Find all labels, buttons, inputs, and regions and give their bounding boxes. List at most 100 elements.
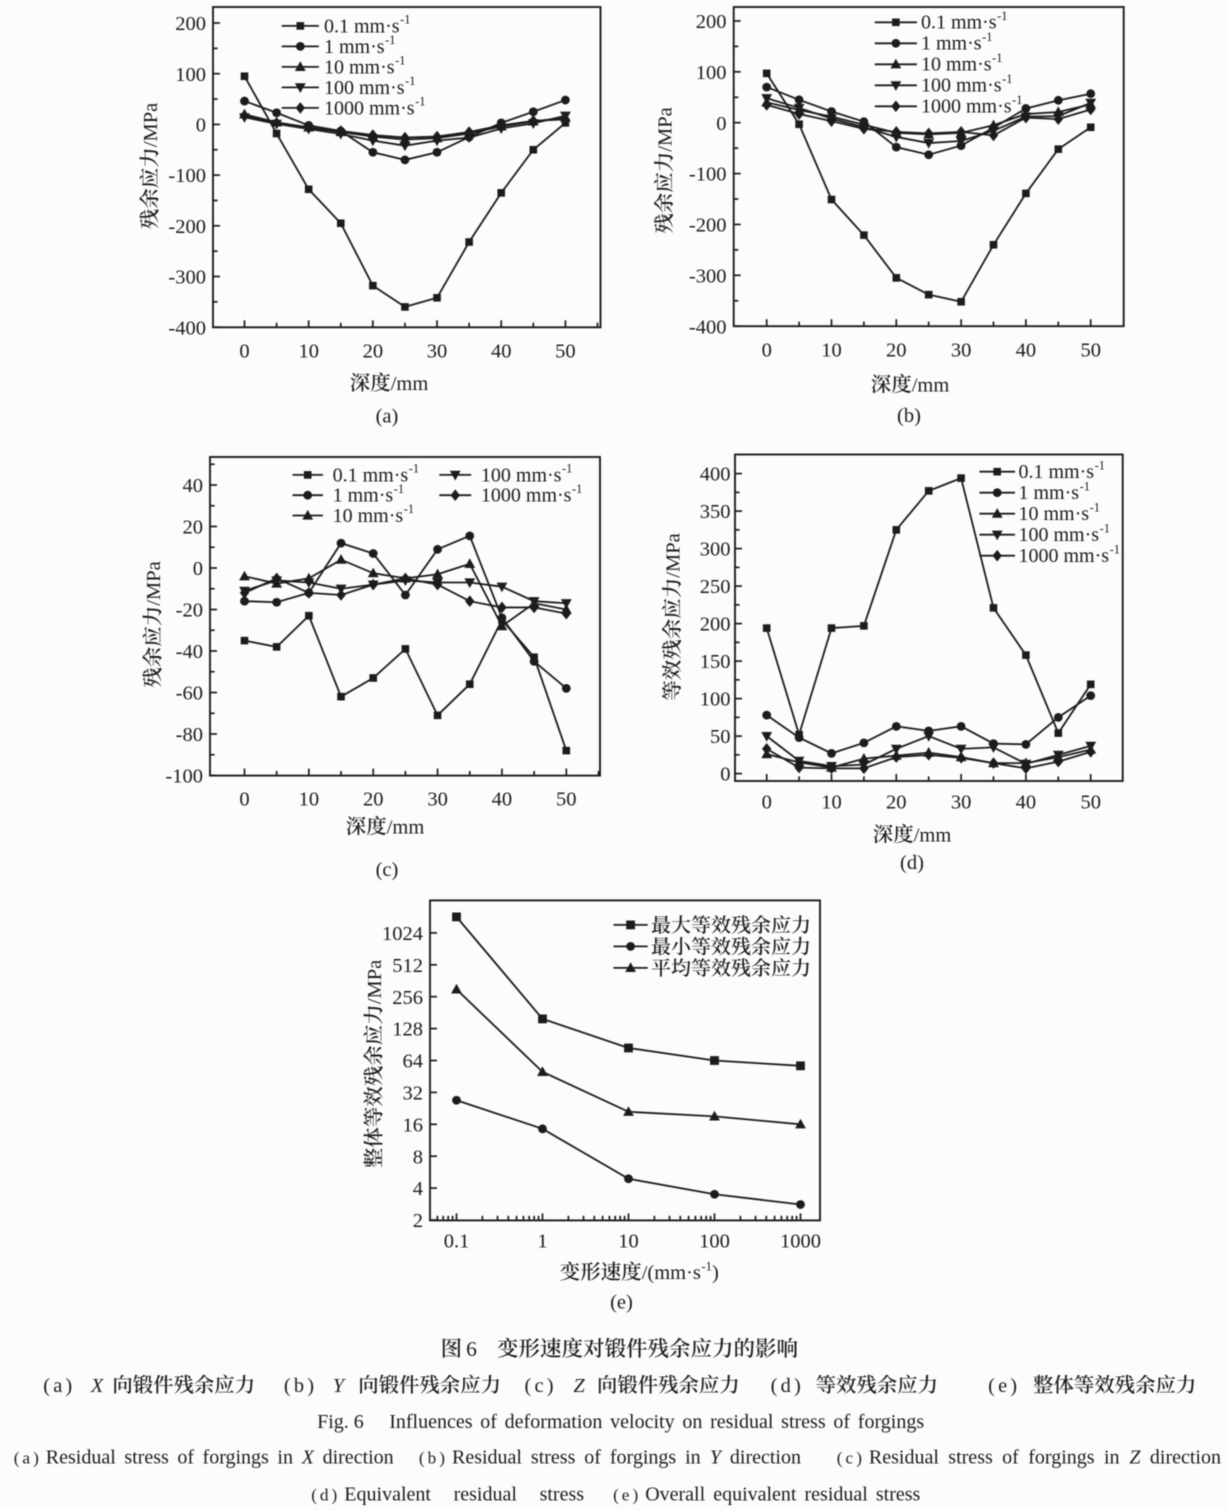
svg-text:/MPa: /MPa — [654, 107, 676, 151]
svg-text:/(mm·s: /(mm·s — [642, 1262, 701, 1284]
svg-text:/MPa: /MPa — [662, 533, 684, 577]
svg-text:direction: direction — [1150, 1446, 1221, 1468]
svg-text:d: d — [320, 1485, 329, 1504]
svg-text:16: 16 — [403, 1114, 424, 1136]
svg-text:6: 6 — [466, 1337, 477, 1361]
svg-text:10: 10 — [821, 792, 842, 814]
svg-text:-1: -1 — [982, 30, 992, 44]
svg-text:-1: -1 — [385, 33, 395, 47]
svg-text:/mm: /mm — [914, 824, 952, 846]
svg-text:Residual stress of forgings in: Residual stress of forgings in — [452, 1446, 701, 1468]
svg-text:e: e — [998, 1375, 1007, 1397]
svg-text:(: ( — [284, 1375, 291, 1397]
svg-text:(c): (c) — [376, 859, 399, 881]
svg-text:0: 0 — [762, 340, 772, 362]
svg-text:350: 350 — [700, 501, 731, 523]
svg-text:-80: -80 — [176, 724, 203, 746]
svg-text:-1: -1 — [1095, 458, 1105, 472]
svg-text:/MPa: /MPa — [143, 561, 165, 605]
svg-text:): ) — [856, 1448, 862, 1467]
svg-text:Residual stress of forgings in: Residual stress of forgings in — [869, 1446, 1120, 1468]
svg-text:-100: -100 — [165, 766, 203, 788]
svg-text:-40: -40 — [176, 641, 203, 663]
svg-text:100: 100 — [175, 64, 206, 86]
svg-text:20: 20 — [886, 340, 907, 362]
svg-text:4: 4 — [413, 1178, 423, 1200]
svg-text:-1: -1 — [1080, 479, 1090, 493]
svg-text:1 mm·s: 1 mm·s — [324, 36, 385, 58]
svg-text:Equivalent residual stress: Equivalent residual stress — [344, 1483, 584, 1505]
svg-text:Y: Y — [333, 1375, 347, 1397]
svg-text:Y: Y — [710, 1446, 723, 1468]
svg-text:(a): (a) — [376, 406, 399, 428]
svg-text:direction: direction — [323, 1446, 394, 1468]
svg-text:): ) — [65, 1375, 72, 1397]
svg-text:): ) — [712, 1262, 719, 1284]
svg-text:(: ( — [43, 1375, 50, 1397]
svg-text:100 mm·s: 100 mm·s — [481, 464, 562, 486]
svg-text:(: ( — [988, 1375, 995, 1397]
svg-text:e: e — [622, 1485, 630, 1504]
svg-text:(b): (b) — [897, 405, 921, 427]
svg-text:(: ( — [419, 1448, 425, 1467]
svg-text:-1: -1 — [415, 95, 425, 109]
svg-text:-400: -400 — [689, 316, 727, 338]
svg-text:-300: -300 — [168, 267, 206, 289]
svg-text:-1: -1 — [1110, 542, 1120, 556]
svg-text:0: 0 — [239, 789, 249, 811]
svg-text:c: c — [535, 1375, 544, 1397]
svg-text:100 mm·s: 100 mm·s — [921, 75, 1002, 97]
svg-text:): ) — [547, 1375, 554, 1397]
svg-text:128: 128 — [392, 1019, 423, 1041]
svg-text:/MPa: /MPa — [140, 103, 162, 147]
svg-text:10 mm·s: 10 mm·s — [921, 54, 992, 76]
svg-text:0.1: 0.1 — [444, 1231, 470, 1253]
svg-text:1 mm·s: 1 mm·s — [333, 485, 394, 507]
svg-text:(: ( — [525, 1375, 532, 1397]
svg-text:a: a — [53, 1375, 62, 1397]
svg-text:40: 40 — [1016, 340, 1037, 362]
svg-text:(e): (e) — [610, 1292, 633, 1314]
svg-text:20: 20 — [363, 341, 384, 363]
svg-text:-1: -1 — [1090, 500, 1100, 514]
svg-text:50: 50 — [556, 789, 577, 811]
svg-text:d: d — [781, 1375, 791, 1397]
svg-text:20: 20 — [886, 792, 907, 814]
svg-text:200: 200 — [700, 614, 731, 636]
svg-text:Fig. 6: Fig. 6 — [317, 1411, 364, 1433]
svg-text:b: b — [428, 1448, 437, 1467]
svg-text:40: 40 — [491, 341, 512, 363]
svg-text:-1: -1 — [395, 54, 405, 68]
svg-text:100 mm·s: 100 mm·s — [324, 77, 405, 99]
svg-text:(: ( — [14, 1448, 20, 1467]
svg-text:/mm: /mm — [387, 816, 425, 838]
svg-text:X: X — [90, 1375, 105, 1397]
svg-text:/mm: /mm — [391, 373, 429, 395]
svg-text:(d): (d) — [900, 852, 924, 874]
svg-text:b: b — [294, 1375, 304, 1397]
svg-text:-200: -200 — [689, 215, 727, 237]
svg-text:100: 100 — [700, 689, 731, 711]
svg-text:50: 50 — [555, 341, 576, 363]
svg-text:-1: -1 — [394, 482, 404, 496]
svg-text:300: 300 — [700, 539, 731, 561]
svg-text:0: 0 — [239, 341, 249, 363]
svg-text:): ) — [1010, 1375, 1017, 1397]
svg-text:-1: -1 — [404, 502, 414, 516]
svg-text:200: 200 — [175, 13, 206, 35]
svg-text:40: 40 — [183, 475, 204, 497]
svg-text:30: 30 — [427, 341, 448, 363]
svg-text:1 mm·s: 1 mm·s — [921, 33, 982, 55]
svg-text:30: 30 — [951, 792, 972, 814]
svg-text:32: 32 — [403, 1083, 424, 1105]
svg-text:-100: -100 — [689, 164, 727, 186]
svg-text:50: 50 — [1080, 792, 1101, 814]
svg-text:10: 10 — [299, 789, 320, 811]
svg-text:Residual stress of forgings in: Residual stress of forgings in — [46, 1446, 293, 1468]
svg-text:-60: -60 — [176, 683, 203, 705]
svg-text:(: ( — [613, 1485, 619, 1504]
svg-text:10 mm·s: 10 mm·s — [324, 56, 395, 78]
svg-text:c: c — [846, 1448, 854, 1467]
svg-text:1024: 1024 — [382, 923, 423, 945]
svg-text:-1: -1 — [405, 74, 415, 88]
